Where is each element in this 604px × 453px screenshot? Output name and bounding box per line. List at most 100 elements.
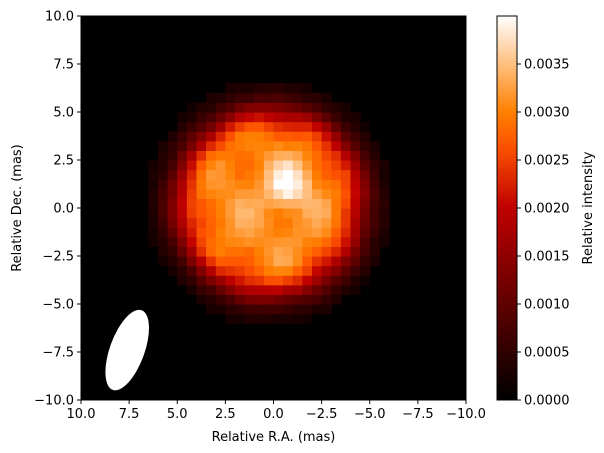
map-pixel — [321, 121, 332, 132]
y-axis: 10.0 7.5 5.0 2.5 0.0 −2.5 −5.0 −7.5 −10.0 — [34, 10, 81, 409]
map-pixel — [292, 246, 303, 257]
map-pixel — [321, 131, 332, 142]
colorbar-tick-label: 0.0000 — [524, 394, 570, 409]
map-pixel — [302, 150, 313, 161]
map-pixel — [273, 121, 284, 132]
map-pixel — [206, 275, 217, 286]
map-pixel — [148, 217, 159, 228]
map-pixel — [225, 208, 236, 219]
map-pixel — [360, 169, 371, 180]
map-pixel — [215, 188, 226, 199]
map-pixel — [302, 160, 313, 171]
x-tick-label: 0.0 — [263, 407, 284, 422]
map-pixel — [302, 198, 313, 209]
map-pixel — [167, 217, 178, 228]
map-pixel — [263, 284, 275, 295]
map-pixel — [312, 112, 323, 123]
map-pixel — [321, 188, 332, 199]
map-pixel — [312, 140, 323, 151]
x-tick-label: −10.0 — [446, 407, 486, 422]
map-pixel — [369, 246, 380, 257]
map-pixel — [369, 208, 380, 219]
map-pixel — [225, 179, 236, 190]
map-pixel — [196, 140, 207, 151]
map-pixel — [254, 150, 265, 161]
y-tick-label: 5.0 — [53, 106, 74, 121]
map-pixel — [225, 150, 236, 161]
map-pixel — [263, 313, 275, 324]
map-pixel — [273, 313, 284, 324]
map-pixel — [254, 275, 265, 286]
map-pixel — [167, 160, 178, 171]
map-pixel — [206, 179, 217, 190]
map-pixel — [215, 150, 226, 161]
map-pixel — [225, 169, 236, 180]
map-pixel — [331, 121, 342, 132]
map-pixel — [340, 227, 352, 238]
map-pixel — [292, 217, 303, 228]
map-pixel — [225, 246, 236, 257]
map-pixel — [196, 294, 207, 305]
map-pixel — [312, 131, 323, 142]
map-pixel — [215, 169, 226, 180]
map-pixel — [283, 284, 294, 295]
map-pixel — [350, 284, 361, 295]
map-pixel — [350, 112, 361, 123]
map-pixel — [321, 92, 332, 103]
map-pixel — [254, 112, 265, 123]
map-pixel — [186, 275, 198, 286]
map-pixel — [215, 217, 226, 228]
map-pixel — [312, 208, 323, 219]
map-pixel — [235, 140, 246, 151]
map-pixel — [254, 102, 265, 113]
map-pixel — [158, 188, 169, 199]
map-pixel — [350, 275, 361, 286]
map-pixel — [331, 217, 342, 228]
map-pixel — [215, 265, 226, 276]
map-pixel — [360, 227, 371, 238]
map-pixel — [235, 179, 246, 190]
map-pixel — [273, 160, 284, 171]
map-pixel — [186, 246, 198, 257]
map-pixel — [321, 227, 332, 238]
map-pixel — [331, 198, 342, 209]
beam-ellipse-layer — [105, 309, 149, 391]
map-pixel — [186, 102, 198, 113]
y-tick-label: 7.5 — [53, 58, 74, 73]
map-pixel — [225, 284, 236, 295]
map-pixel — [244, 83, 255, 94]
map-pixel — [263, 236, 275, 247]
map-pixel — [273, 198, 284, 209]
map-pixel — [196, 217, 207, 228]
map-pixel — [196, 188, 207, 199]
map-pixel — [235, 208, 246, 219]
map-pixel — [196, 150, 207, 161]
map-pixel — [283, 198, 294, 209]
map-pixel — [158, 256, 169, 267]
map-pixel — [244, 217, 255, 228]
map-pixel — [292, 294, 303, 305]
map-pixel — [215, 92, 226, 103]
map-pixel — [331, 169, 342, 180]
map-pixel — [283, 208, 294, 219]
map-pixel — [225, 256, 236, 267]
map-pixel — [350, 208, 361, 219]
map-pixel — [225, 217, 236, 228]
x-tick-label: −2.5 — [306, 407, 338, 422]
map-pixel — [244, 188, 255, 199]
map-pixel — [167, 208, 178, 219]
map-pixel — [186, 256, 198, 267]
map-pixel — [321, 150, 332, 161]
map-pixel — [244, 131, 255, 142]
map-pixel — [148, 236, 159, 247]
map-pixel — [206, 140, 217, 151]
map-pixel — [312, 265, 323, 276]
x-tick-label: −7.5 — [402, 407, 434, 422]
map-pixel — [263, 188, 275, 199]
map-pixel — [225, 140, 236, 151]
map-pixel — [215, 256, 226, 267]
map-pixel — [292, 227, 303, 238]
map-pixel — [360, 265, 371, 276]
map-pixel — [321, 179, 332, 190]
